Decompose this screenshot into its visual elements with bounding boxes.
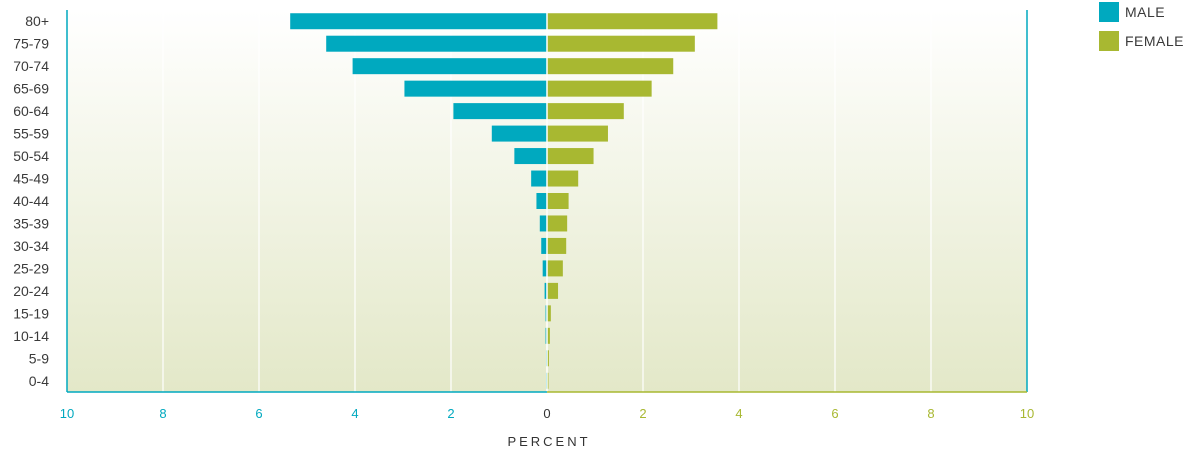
bar-male-50-54: [514, 148, 547, 165]
bar-female-35-39: [547, 215, 568, 232]
x-tick-label: 6: [255, 406, 262, 421]
y-tick-label: 25-29: [13, 260, 49, 276]
y-tick-label: 10-14: [13, 328, 49, 344]
bar-male-60-64: [453, 103, 547, 120]
bar-female-70-74: [547, 58, 674, 75]
bar-female-45-49: [547, 170, 579, 187]
x-tick-label: 8: [159, 406, 166, 421]
bar-male-20-24: [544, 282, 547, 299]
legend-label-male: MALE: [1125, 4, 1166, 20]
bar-male-65-69: [404, 80, 547, 97]
y-tick-label: 15-19: [13, 305, 49, 321]
bar-female-10-14: [547, 327, 550, 344]
bar-male-30-34: [541, 237, 547, 254]
bar-female-5-9: [547, 350, 549, 367]
x-tick-label: 10: [1020, 406, 1034, 421]
bar-female-20-24: [547, 282, 559, 299]
bar-female-25-29: [547, 260, 563, 277]
legend-item-female: FEMALE: [1099, 31, 1184, 51]
y-tick-label: 65-69: [13, 81, 49, 97]
x-tick-label: 2: [639, 406, 646, 421]
bar-male-70-74: [352, 58, 547, 75]
x-tick-label: 4: [735, 406, 742, 421]
legend-swatch-female: [1099, 31, 1119, 51]
x-tick-label: 2: [447, 406, 454, 421]
legend-item-male: MALE: [1099, 2, 1184, 22]
legend-label-female: FEMALE: [1125, 33, 1185, 49]
y-tick-label: 70-74: [13, 58, 49, 74]
y-tick-label: 60-64: [13, 103, 49, 119]
x-tick-label: 10: [60, 406, 74, 421]
bar-female-60-64: [547, 103, 624, 120]
y-tick-label: 20-24: [13, 283, 49, 299]
y-tick-label: 75-79: [13, 36, 49, 52]
bar-male-25-29: [542, 260, 547, 277]
y-tick-label: 50-54: [13, 148, 49, 164]
bar-female-40-44: [547, 193, 569, 209]
y-tick-label: 45-49: [13, 171, 49, 187]
bar-male-35-39: [539, 215, 547, 232]
bar-female-80-plus: [547, 13, 718, 30]
bar-female-30-34: [547, 237, 567, 254]
legend: MALE FEMALE: [1099, 2, 1184, 60]
bar-female-50-54: [547, 148, 594, 165]
legend-swatch-male: [1099, 2, 1119, 22]
y-tick-label: 40-44: [13, 193, 49, 209]
y-tick-label: 5-9: [29, 350, 49, 366]
bar-male-80-plus: [290, 13, 547, 30]
x-tick-label: 0: [543, 406, 550, 421]
x-tick-label: 6: [831, 406, 838, 421]
bar-male-40-44: [536, 193, 547, 209]
x-tick-label: 8: [927, 406, 934, 421]
bar-female-65-69: [547, 80, 652, 97]
x-axis-label: PERCENT: [507, 434, 590, 449]
y-tick-label: 80+: [25, 13, 49, 29]
bar-male-55-59: [491, 125, 547, 142]
y-tick-label: 30-34: [13, 238, 49, 254]
y-tick-label: 0-4: [29, 373, 49, 389]
y-tick-label: 55-59: [13, 126, 49, 142]
y-tick-label: 35-39: [13, 215, 49, 231]
x-tick-label: 4: [351, 406, 358, 421]
bar-female-15-19: [547, 305, 551, 322]
bar-male-75-79: [326, 35, 547, 52]
bar-female-75-79: [547, 35, 695, 52]
bar-female-55-59: [547, 125, 608, 142]
bar-male-45-49: [531, 170, 547, 187]
